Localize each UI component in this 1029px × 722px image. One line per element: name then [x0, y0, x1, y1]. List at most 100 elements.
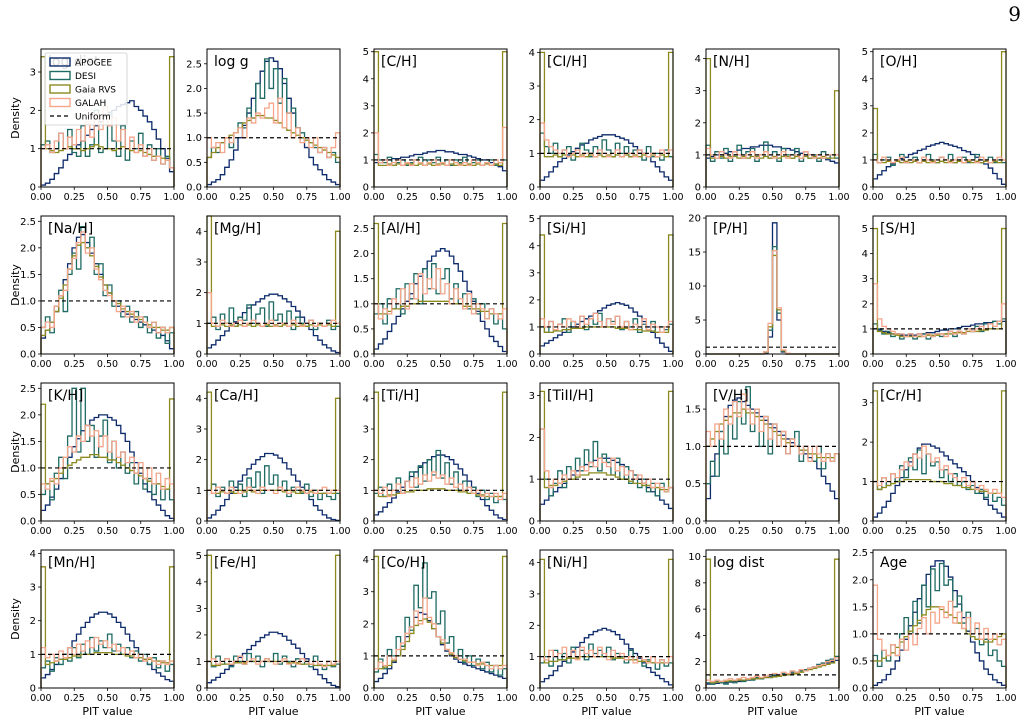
- panel-label: [O/H]: [880, 54, 917, 70]
- panel-label: [CI/H]: [547, 54, 587, 70]
- x-tick-label: 0.75: [962, 526, 983, 537]
- x-tick-label: 0.25: [729, 359, 750, 370]
- x-tick-label: 0.75: [296, 359, 317, 370]
- y-tick-label: 2: [363, 455, 369, 466]
- panel-label: [P/H]: [713, 221, 748, 237]
- panel-16: 0 1 2 3 0.00 0.25 0.50 0.75 1.00 [TiII/H]: [529, 382, 684, 537]
- x-tick-label: 0.00: [363, 359, 384, 370]
- y-tick-label: 2.0: [186, 84, 202, 95]
- legend: APOGEE DESI Gaia RVS GALAH Uniform: [44, 52, 128, 126]
- panel-24: 0.0 0.5 1.0 1.5 2.0 2.5 0.00 0.25 0.50 0.75 1.00 Ag…: [852, 548, 1016, 718]
- x-tick-label: 1.00: [329, 359, 350, 370]
- x-tick-label: 0.75: [962, 359, 983, 370]
- y-tick-label: 3: [196, 425, 202, 436]
- series-gaia-rvs: [206, 114, 341, 187]
- y-tick-label: 0: [196, 684, 202, 695]
- panel-23: 0 2 4 6 8 10 0.00 0.25 0.50 0.75 1.00 log dist PIT v…: [688, 549, 850, 718]
- x-tick-label: 0.00: [30, 192, 51, 203]
- y-tick-label: 1.0: [20, 463, 36, 474]
- y-tick-label: 2.5: [852, 548, 868, 559]
- y-tick-label: 4: [862, 249, 868, 260]
- x-tick-label: 0.00: [30, 526, 51, 537]
- y-tick-label: 1.5: [186, 109, 202, 120]
- x-tick-label: 0.25: [729, 526, 750, 537]
- y-tick-label: 2: [196, 288, 202, 299]
- y-tick-label: 4: [529, 558, 535, 569]
- x-tick-label: 0.25: [563, 192, 584, 203]
- y-tick-label: 2.5: [186, 59, 202, 70]
- series-galah: [40, 636, 175, 688]
- series-apogee: [206, 57, 341, 187]
- x-tick-label: 0.00: [529, 192, 550, 203]
- panel-label: [Ni/H]: [547, 555, 588, 571]
- y-tick-label: 3: [30, 583, 36, 594]
- x-tick-label: 1.00: [662, 693, 683, 704]
- y-tick-label: 1: [196, 486, 202, 497]
- x-tick-label: 0.50: [97, 693, 118, 704]
- series-desi: [705, 141, 840, 187]
- y-tick-label: 5: [695, 316, 701, 327]
- y-tick-label: 3: [529, 391, 535, 402]
- series-apogee: [872, 320, 1007, 354]
- x-tick-label: 0.00: [30, 693, 51, 704]
- panel-10: 0 1 2 3 4 5 0.00 0.25 0.50 0.75 1.00 [Si/H]: [529, 214, 684, 370]
- x-tick-label: 0.50: [762, 526, 783, 537]
- series-galah: [872, 283, 1007, 354]
- y-tick-label: 1: [363, 486, 369, 497]
- x-tick-label: 0.75: [463, 693, 484, 704]
- y-tick-label: 4: [363, 555, 369, 566]
- x-tick-label: 0.25: [397, 526, 418, 537]
- y-tick-label: 0: [363, 684, 369, 695]
- y-tick-label: 0: [695, 183, 701, 194]
- y-tick-label: 2: [196, 455, 202, 466]
- y-tick-label: 0.5: [353, 324, 369, 335]
- legend-label: Uniform: [75, 113, 111, 123]
- y-tick-label: 0.0: [852, 684, 868, 695]
- panel-label: [Ti/H]: [381, 388, 419, 404]
- x-tick-label: 0.00: [196, 359, 217, 370]
- series-apogee: [206, 631, 341, 688]
- y-tick-label: 0: [862, 350, 868, 361]
- x-tick-label: 0.25: [896, 192, 917, 203]
- y-tick-label: 0: [196, 350, 202, 361]
- x-tick-label: 0.25: [230, 526, 251, 537]
- y-tick-label: 1: [363, 155, 369, 166]
- x-tick-label: 0.25: [729, 192, 750, 203]
- y-tick-label: 0.0: [20, 517, 36, 528]
- x-tick-label: 1.00: [995, 359, 1016, 370]
- series-gaia-rvs: [705, 558, 840, 688]
- series-gaia-rvs: [373, 51, 508, 187]
- y-tick-label: 1.5: [20, 437, 36, 448]
- y-tick-label: 2: [695, 657, 701, 668]
- x-tick-label: 0.50: [263, 526, 284, 537]
- y-tick-label: 1.0: [685, 442, 701, 453]
- panel-2: 0.0 0.5 1.0 1.5 2.0 2.5 0.00 0.25 0.50 0.75 1.00 lo…: [186, 48, 351, 203]
- x-tick-label: 0.00: [196, 192, 217, 203]
- y-tick-label: 15: [688, 248, 701, 259]
- x-tick-label: 0.75: [463, 359, 484, 370]
- y-tick-label: 0.5: [20, 323, 36, 334]
- y-tick-label: 1: [862, 477, 868, 488]
- y-tick-label: 0: [363, 183, 369, 194]
- x-tick-label: 0.25: [729, 693, 750, 704]
- x-tick-label: 0.50: [596, 526, 617, 537]
- x-tick-label: 0.50: [97, 526, 118, 537]
- y-tick-label: 1: [196, 657, 202, 668]
- series-galah: [705, 147, 840, 187]
- y-tick-label: 3: [862, 101, 868, 112]
- series-galah: [206, 655, 341, 688]
- x-tick-label: 0.50: [762, 359, 783, 370]
- panel-14: 0 1 2 3 4 0.00 0.25 0.50 0.75 1.00 [Ca/H]: [196, 382, 351, 537]
- y-tick-label: 4: [363, 394, 369, 405]
- series-galah: [373, 268, 508, 354]
- panel-20: 0 1 2 3 4 5 0.00 0.25 0.50 0.75 1.00 [Fe/H] PIT valu…: [196, 549, 351, 718]
- y-tick-label: 1.5: [685, 405, 701, 416]
- x-tick-label: 0.50: [929, 526, 950, 537]
- panel-6: 0 1 2 3 4 5 0.00 0.25 0.50 0.75 1.00 [O/H]: [862, 47, 1017, 203]
- y-tick-label: 3: [695, 86, 701, 97]
- y-tick-label: 1: [529, 322, 535, 333]
- y-tick-label: 4: [695, 631, 701, 642]
- x-tick-label: 0.00: [363, 192, 384, 203]
- panel-label: [Mn/H]: [48, 555, 95, 571]
- y-tick-label: 1: [363, 651, 369, 662]
